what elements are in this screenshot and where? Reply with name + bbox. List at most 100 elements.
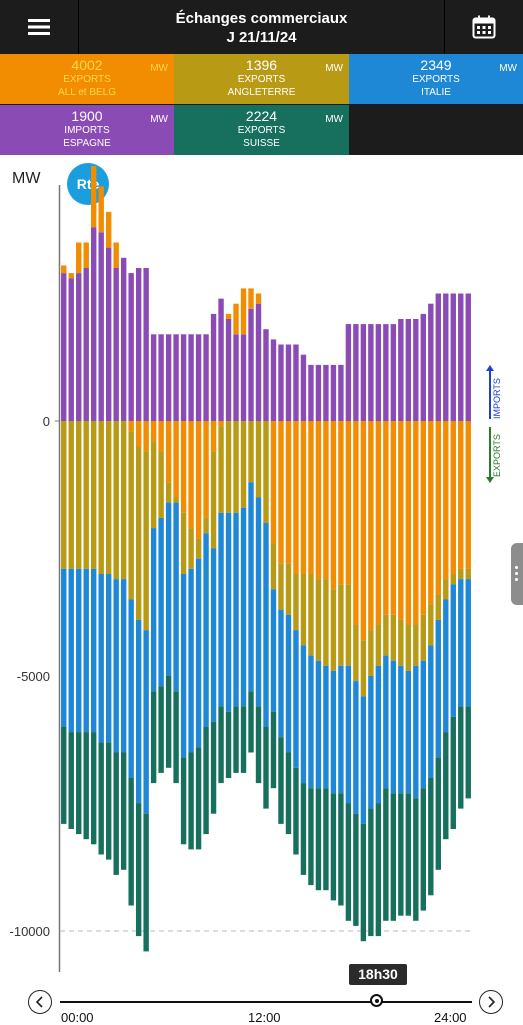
bar-suisse bbox=[263, 727, 269, 809]
bar-angleterre bbox=[248, 421, 254, 483]
bar-angleterre bbox=[278, 563, 284, 610]
page-title: Échanges commerciaux J 21/11/24 bbox=[80, 9, 443, 47]
bar-angleterre bbox=[143, 451, 149, 631]
bar-all-et-belg bbox=[308, 421, 314, 574]
bar-suisse bbox=[383, 788, 389, 921]
legend-imports: IMPORTS bbox=[492, 378, 502, 419]
tile-country: ESPAGNE bbox=[63, 138, 111, 149]
handle-dot bbox=[515, 572, 518, 575]
bar-all-et-belg bbox=[383, 421, 389, 615]
bar-espagne bbox=[458, 293, 464, 421]
prev-day-button[interactable] bbox=[28, 990, 52, 1014]
bar-espagne bbox=[210, 313, 217, 421]
bar-all-et-belg bbox=[293, 421, 299, 574]
bar-all-et-belg bbox=[240, 288, 247, 335]
bar-angleterre bbox=[375, 625, 382, 666]
bar-italie bbox=[240, 507, 247, 707]
bar-italie bbox=[143, 630, 149, 814]
bar-suisse bbox=[293, 767, 299, 855]
bar-angleterre bbox=[368, 630, 374, 676]
bar-italie bbox=[158, 517, 164, 687]
tile-unit: MW bbox=[325, 114, 343, 125]
bar-angleterre bbox=[428, 604, 434, 646]
menu-button[interactable] bbox=[0, 0, 78, 54]
tile-country: ANGLETERRE bbox=[227, 87, 296, 98]
bar-all-et-belg bbox=[270, 421, 277, 544]
bar-all-et-belg bbox=[450, 421, 456, 574]
bar-all-et-belg bbox=[150, 421, 157, 442]
bar-suisse bbox=[158, 686, 164, 773]
side-panel-handle[interactable] bbox=[511, 543, 523, 605]
bar-italie bbox=[345, 665, 352, 804]
bar-angleterre bbox=[465, 568, 471, 580]
tile-value: 2349 bbox=[420, 57, 452, 73]
bar-italie bbox=[270, 589, 277, 712]
bar-italie bbox=[195, 558, 202, 748]
bar-angleterre bbox=[180, 512, 187, 574]
imports-exports-legend: IMPORTS EXPORTS bbox=[486, 365, 502, 483]
bar-all-et-belg bbox=[173, 421, 179, 498]
bar-angleterre bbox=[83, 421, 89, 569]
timeline-track[interactable] bbox=[60, 1001, 472, 1003]
bar-angleterre bbox=[323, 579, 329, 666]
bar-suisse bbox=[210, 721, 217, 814]
time-cursor-handle[interactable] bbox=[370, 994, 383, 1007]
bar-suisse bbox=[91, 732, 97, 845]
bar-suisse bbox=[188, 752, 194, 850]
calendar-button[interactable] bbox=[445, 0, 523, 54]
handle-dot bbox=[515, 578, 518, 581]
bar-angleterre bbox=[203, 517, 209, 534]
timeline-end-label: 24:00 bbox=[434, 1010, 467, 1025]
bar-espagne bbox=[61, 273, 67, 421]
chevron-left-icon bbox=[35, 996, 43, 1008]
bar-espagne bbox=[428, 303, 434, 421]
bar-all-et-belg bbox=[315, 421, 322, 580]
bar-angleterre bbox=[210, 451, 217, 549]
tile-suisse[interactable]: 2224 EXPORTS SUISSE MW bbox=[174, 105, 349, 155]
bar-suisse bbox=[300, 783, 307, 875]
bar-espagne bbox=[113, 268, 119, 421]
tile-unit: MW bbox=[325, 63, 343, 74]
bar-espagne bbox=[330, 364, 337, 421]
bar-espagne bbox=[398, 319, 404, 421]
bar-suisse bbox=[345, 803, 352, 921]
chevron-right-icon bbox=[488, 996, 496, 1008]
next-day-button[interactable] bbox=[479, 990, 503, 1014]
tile-country: ALL et BELG bbox=[58, 87, 116, 98]
bar-all-et-belg bbox=[180, 421, 187, 513]
bar-italie bbox=[255, 497, 262, 707]
bar-espagne bbox=[390, 324, 397, 421]
bar-suisse bbox=[323, 788, 329, 891]
tile-label: EXPORTS bbox=[237, 125, 286, 136]
bar-angleterre bbox=[91, 421, 97, 569]
bar-suisse bbox=[113, 752, 119, 875]
bar-suisse bbox=[61, 727, 67, 824]
tile-label: EXPORTS bbox=[63, 74, 111, 85]
bar-angleterre bbox=[76, 421, 82, 569]
tile-label: EXPORTS bbox=[237, 74, 286, 85]
bar-suisse bbox=[458, 706, 464, 809]
bar-espagne bbox=[353, 324, 359, 421]
bar-suisse bbox=[120, 752, 127, 870]
bar-suisse bbox=[218, 706, 224, 784]
bar-all-et-belg bbox=[390, 421, 397, 615]
bar-italie bbox=[285, 614, 292, 753]
bar-suisse bbox=[390, 793, 397, 921]
bar-suisse bbox=[150, 691, 157, 784]
timeline-mid-label: 12:00 bbox=[248, 1010, 281, 1025]
tile-country: SUISSE bbox=[243, 138, 280, 149]
bar-espagne bbox=[248, 308, 254, 421]
tile-angleterre[interactable]: 1396 EXPORTS ANGLETERRE MW bbox=[174, 54, 349, 104]
bar-all-et-belg bbox=[76, 242, 82, 274]
bar-italie bbox=[105, 574, 112, 743]
bar-angleterre bbox=[135, 446, 142, 620]
bar-suisse bbox=[420, 788, 426, 911]
bar-espagne bbox=[315, 364, 322, 421]
bar-italie bbox=[233, 512, 239, 707]
bar-angleterre bbox=[285, 563, 292, 615]
bar-suisse bbox=[465, 706, 471, 799]
tile-espagne[interactable]: 1900 IMPORTS ESPAGNE MW bbox=[0, 105, 174, 155]
bar-angleterre bbox=[150, 441, 157, 529]
tile-italie[interactable]: 2349 EXPORTS ITALIE MW bbox=[349, 54, 523, 104]
tile-all-belg[interactable]: 4002 EXPORTS ALL et BELG MW bbox=[0, 54, 174, 104]
